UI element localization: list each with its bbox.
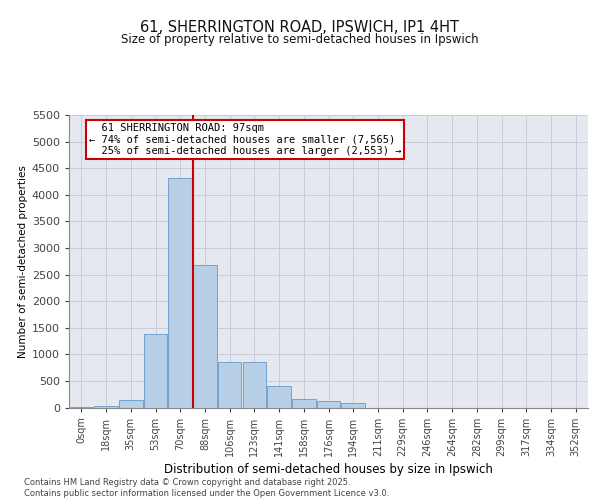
Text: Contains HM Land Registry data © Crown copyright and database right 2025.
Contai: Contains HM Land Registry data © Crown c… — [24, 478, 389, 498]
Bar — [169, 178, 192, 408]
Bar — [292, 400, 316, 407]
Y-axis label: Number of semi-detached properties: Number of semi-detached properties — [17, 165, 28, 358]
Text: 61, SHERRINGTON ROAD, IPSWICH, IP1 4HT: 61, SHERRINGTON ROAD, IPSWICH, IP1 4HT — [140, 20, 460, 35]
Bar — [144, 334, 167, 407]
Bar — [268, 386, 291, 407]
Bar — [119, 400, 143, 407]
Bar — [341, 403, 365, 407]
X-axis label: Distribution of semi-detached houses by size in Ipswich: Distribution of semi-detached houses by … — [164, 463, 493, 476]
Bar — [317, 402, 340, 407]
Bar — [218, 362, 241, 408]
Text: Size of property relative to semi-detached houses in Ipswich: Size of property relative to semi-detach… — [121, 32, 479, 46]
Bar — [193, 265, 217, 408]
Text: 61 SHERRINGTON ROAD: 97sqm
← 74% of semi-detached houses are smaller (7,565)
  2: 61 SHERRINGTON ROAD: 97sqm ← 74% of semi… — [89, 123, 401, 156]
Bar — [242, 362, 266, 408]
Bar — [94, 406, 118, 407]
